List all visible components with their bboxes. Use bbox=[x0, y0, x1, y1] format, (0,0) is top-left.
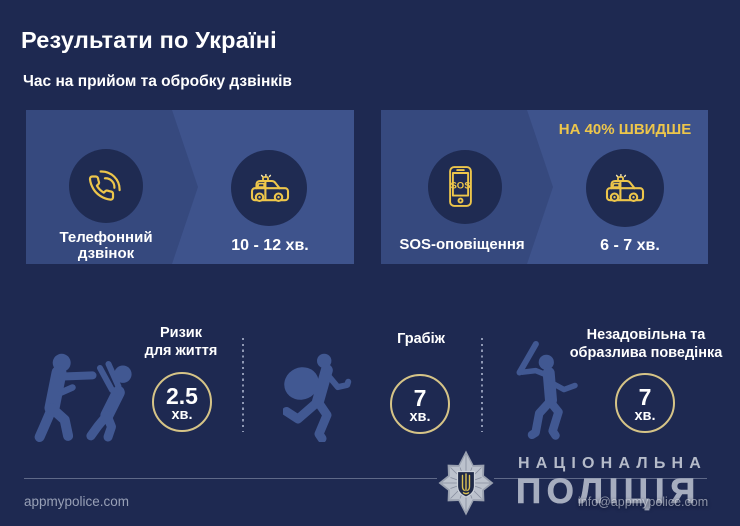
svg-text:SOS: SOS bbox=[450, 181, 470, 192]
